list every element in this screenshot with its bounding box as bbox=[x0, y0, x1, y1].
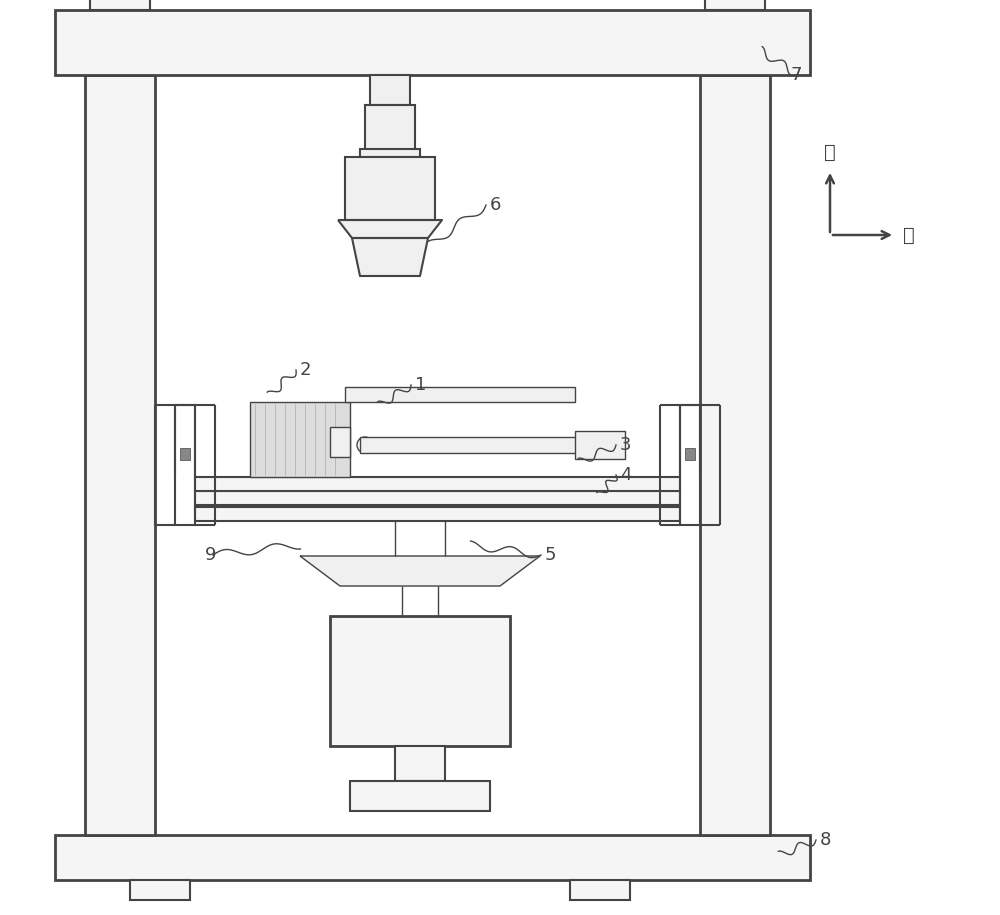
Bar bbox=[705, 0, 765, 10]
Bar bbox=[370, 75, 410, 105]
Bar bbox=[55, 10, 810, 75]
Polygon shape bbox=[338, 220, 442, 238]
Text: 横: 横 bbox=[903, 225, 915, 244]
Text: 3: 3 bbox=[620, 436, 632, 454]
Text: 7: 7 bbox=[790, 66, 802, 84]
Text: 9: 9 bbox=[205, 546, 216, 564]
Text: 8: 8 bbox=[820, 831, 831, 849]
Text: 5: 5 bbox=[545, 546, 556, 564]
Text: 2: 2 bbox=[300, 361, 312, 379]
Bar bbox=[330, 427, 350, 457]
Text: 4: 4 bbox=[620, 466, 632, 484]
Bar bbox=[700, 75, 770, 835]
Bar bbox=[570, 880, 630, 900]
Bar bbox=[175, 405, 195, 525]
Bar bbox=[680, 405, 700, 525]
Text: 6: 6 bbox=[490, 196, 501, 214]
Bar bbox=[345, 157, 435, 220]
Bar bbox=[195, 491, 680, 505]
Bar bbox=[90, 0, 150, 10]
Text: 1: 1 bbox=[415, 376, 426, 394]
Bar bbox=[365, 105, 415, 150]
Bar bbox=[360, 149, 420, 157]
Bar bbox=[685, 448, 695, 460]
Bar bbox=[250, 402, 350, 477]
Bar bbox=[350, 781, 490, 811]
Bar bbox=[180, 448, 190, 460]
Bar bbox=[360, 437, 585, 453]
Bar bbox=[130, 880, 190, 900]
Bar bbox=[330, 616, 510, 746]
Bar bbox=[345, 387, 575, 402]
Bar bbox=[85, 75, 155, 835]
Polygon shape bbox=[352, 238, 428, 276]
Bar bbox=[395, 746, 445, 781]
Bar bbox=[55, 835, 810, 880]
Text: 紺: 紺 bbox=[824, 143, 836, 162]
Bar bbox=[575, 431, 625, 459]
Bar bbox=[195, 507, 680, 521]
Bar bbox=[195, 477, 680, 491]
Polygon shape bbox=[300, 556, 540, 586]
